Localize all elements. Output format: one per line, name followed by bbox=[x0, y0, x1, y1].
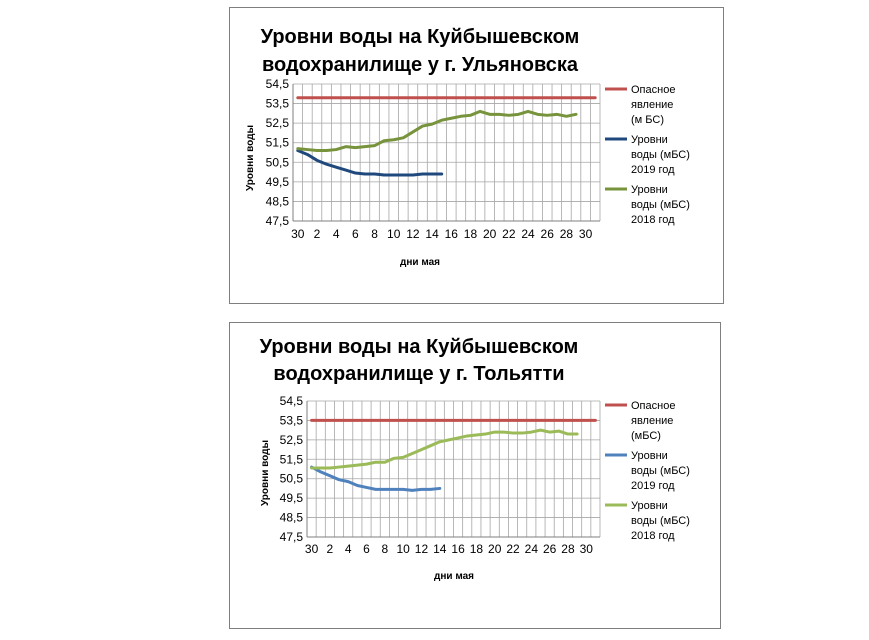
x-tick-label: 14 bbox=[425, 227, 439, 241]
legend-label: воды (мБС) bbox=[631, 149, 690, 161]
x-tick-label: 18 bbox=[470, 542, 484, 556]
y-tick-label: 48,5 bbox=[280, 511, 304, 525]
y-tick-label: 51,5 bbox=[266, 136, 290, 150]
x-tick-label: 30 bbox=[291, 227, 305, 241]
y-tick-label: 53,5 bbox=[280, 413, 304, 427]
legend-label: Опасное bbox=[631, 400, 675, 412]
x-tick-label: 22 bbox=[506, 542, 520, 556]
y-tick-label: 48,5 bbox=[266, 194, 290, 208]
chart-title: Уровни воды на Куйбышевском bbox=[261, 26, 580, 48]
series-line-1 bbox=[310, 465, 442, 492]
legend-label: Опасное bbox=[631, 84, 675, 96]
x-tick-label: 24 bbox=[521, 227, 535, 241]
legend: Опасное явление (м БС) Уровни воды (мБС) 2019… bbox=[605, 84, 690, 226]
x-tick-label: 4 bbox=[333, 227, 340, 241]
x-tick-label: 10 bbox=[396, 542, 410, 556]
x-tick-label: 26 bbox=[543, 542, 557, 556]
x-tick-label: 28 bbox=[560, 227, 574, 241]
x-axis-label: дни мая bbox=[400, 257, 440, 268]
y-tick-label: 51,5 bbox=[280, 452, 304, 466]
legend: Опасное явление (мБС) Уровни воды (мБС) 2019 … bbox=[605, 400, 690, 542]
y-tick-label: 47,5 bbox=[280, 530, 304, 544]
chart-ulyanovsk-svg: Уровни воды на Куйбышевском водохранилищ… bbox=[245, 26, 690, 268]
legend-label: воды (мБС) bbox=[631, 465, 690, 477]
legend-label: 2019 год bbox=[631, 164, 675, 176]
x-tick-label: 8 bbox=[381, 542, 388, 556]
legend-label: (мБС) bbox=[631, 430, 661, 442]
y-axis-label: Уровни воды bbox=[260, 440, 271, 506]
x-tick-label: 12 bbox=[415, 542, 429, 556]
y-tick-label: 49,5 bbox=[266, 175, 290, 189]
y-tick-label: 53,5 bbox=[266, 97, 290, 111]
legend-label: (м БС) bbox=[631, 114, 664, 126]
series-line-1 bbox=[296, 149, 444, 177]
y-tick-label: 54,5 bbox=[266, 77, 290, 91]
x-tick-label: 24 bbox=[525, 542, 539, 556]
chart-subtitle: водохранилище у г. Тольятти bbox=[273, 363, 564, 385]
x-tick-label: 8 bbox=[371, 227, 378, 241]
legend-label: Уровни bbox=[631, 184, 668, 196]
legend-label: Уровни bbox=[631, 134, 668, 146]
series-line-2 bbox=[310, 428, 579, 470]
legend-label: явление bbox=[631, 99, 673, 111]
legend-label: Уровни bbox=[631, 450, 668, 462]
plot-area: 54,553,552,551,550,549,548,547,530 2 4 6 8 10… bbox=[266, 77, 601, 241]
series-line-2 bbox=[296, 109, 578, 153]
y-axis-label: Уровни воды bbox=[245, 125, 256, 191]
chart-ulyanovsk: Уровни воды на Куйбышевском водохранилищ… bbox=[229, 7, 724, 304]
x-tick-label: 4 bbox=[345, 542, 352, 556]
chart-tolyatti: Уровни воды на Куйбышевском водохранилищ… bbox=[229, 322, 721, 629]
chart-subtitle: водохранилище у г. Ульяновска bbox=[262, 54, 579, 76]
x-tick-label: 14 bbox=[433, 542, 447, 556]
y-tick-label: 50,5 bbox=[280, 472, 304, 486]
x-tick-label: 18 bbox=[464, 227, 478, 241]
x-tick-label: 10 bbox=[387, 227, 401, 241]
x-tick-label: 26 bbox=[541, 227, 555, 241]
y-tick-label: 52,5 bbox=[266, 116, 290, 130]
legend-label: явление bbox=[631, 415, 673, 427]
x-tick-label: 2 bbox=[314, 227, 321, 241]
x-tick-label: 30 bbox=[579, 227, 593, 241]
y-tick-label: 52,5 bbox=[280, 433, 304, 447]
x-tick-label: 28 bbox=[561, 542, 575, 556]
x-tick-label: 12 bbox=[406, 227, 420, 241]
legend-label: 2018 год bbox=[631, 214, 675, 226]
y-tick-label: 50,5 bbox=[266, 155, 290, 169]
chart-tolyatti-svg: Уровни воды на Куйбышевском водохранилищ… bbox=[260, 336, 690, 582]
x-tick-label: 2 bbox=[327, 542, 334, 556]
legend-label: Уровни bbox=[631, 500, 668, 512]
x-tick-label: 6 bbox=[363, 542, 370, 556]
x-tick-label: 20 bbox=[488, 542, 502, 556]
x-tick-label: 16 bbox=[451, 542, 465, 556]
x-tick-label: 16 bbox=[445, 227, 459, 241]
legend-label: воды (мБС) bbox=[631, 199, 690, 211]
y-tick-label: 47,5 bbox=[266, 214, 290, 228]
legend-label: 2019 год bbox=[631, 480, 675, 492]
x-tick-label: 30 bbox=[305, 542, 319, 556]
y-tick-label: 54,5 bbox=[280, 394, 304, 408]
x-tick-label: 20 bbox=[483, 227, 497, 241]
legend-label: воды (мБС) bbox=[631, 515, 690, 527]
plot-area: 54,553,552,551,550,549,548,547,530 2 4 6 8 10… bbox=[280, 394, 601, 556]
x-axis-label: дни мая bbox=[434, 571, 474, 582]
legend-label: 2018 год bbox=[631, 530, 675, 542]
y-tick-label: 49,5 bbox=[280, 491, 304, 505]
x-tick-label: 6 bbox=[352, 227, 359, 241]
x-tick-label: 22 bbox=[502, 227, 516, 241]
x-tick-label: 30 bbox=[580, 542, 594, 556]
chart-title: Уровни воды на Куйбышевском bbox=[260, 336, 579, 358]
